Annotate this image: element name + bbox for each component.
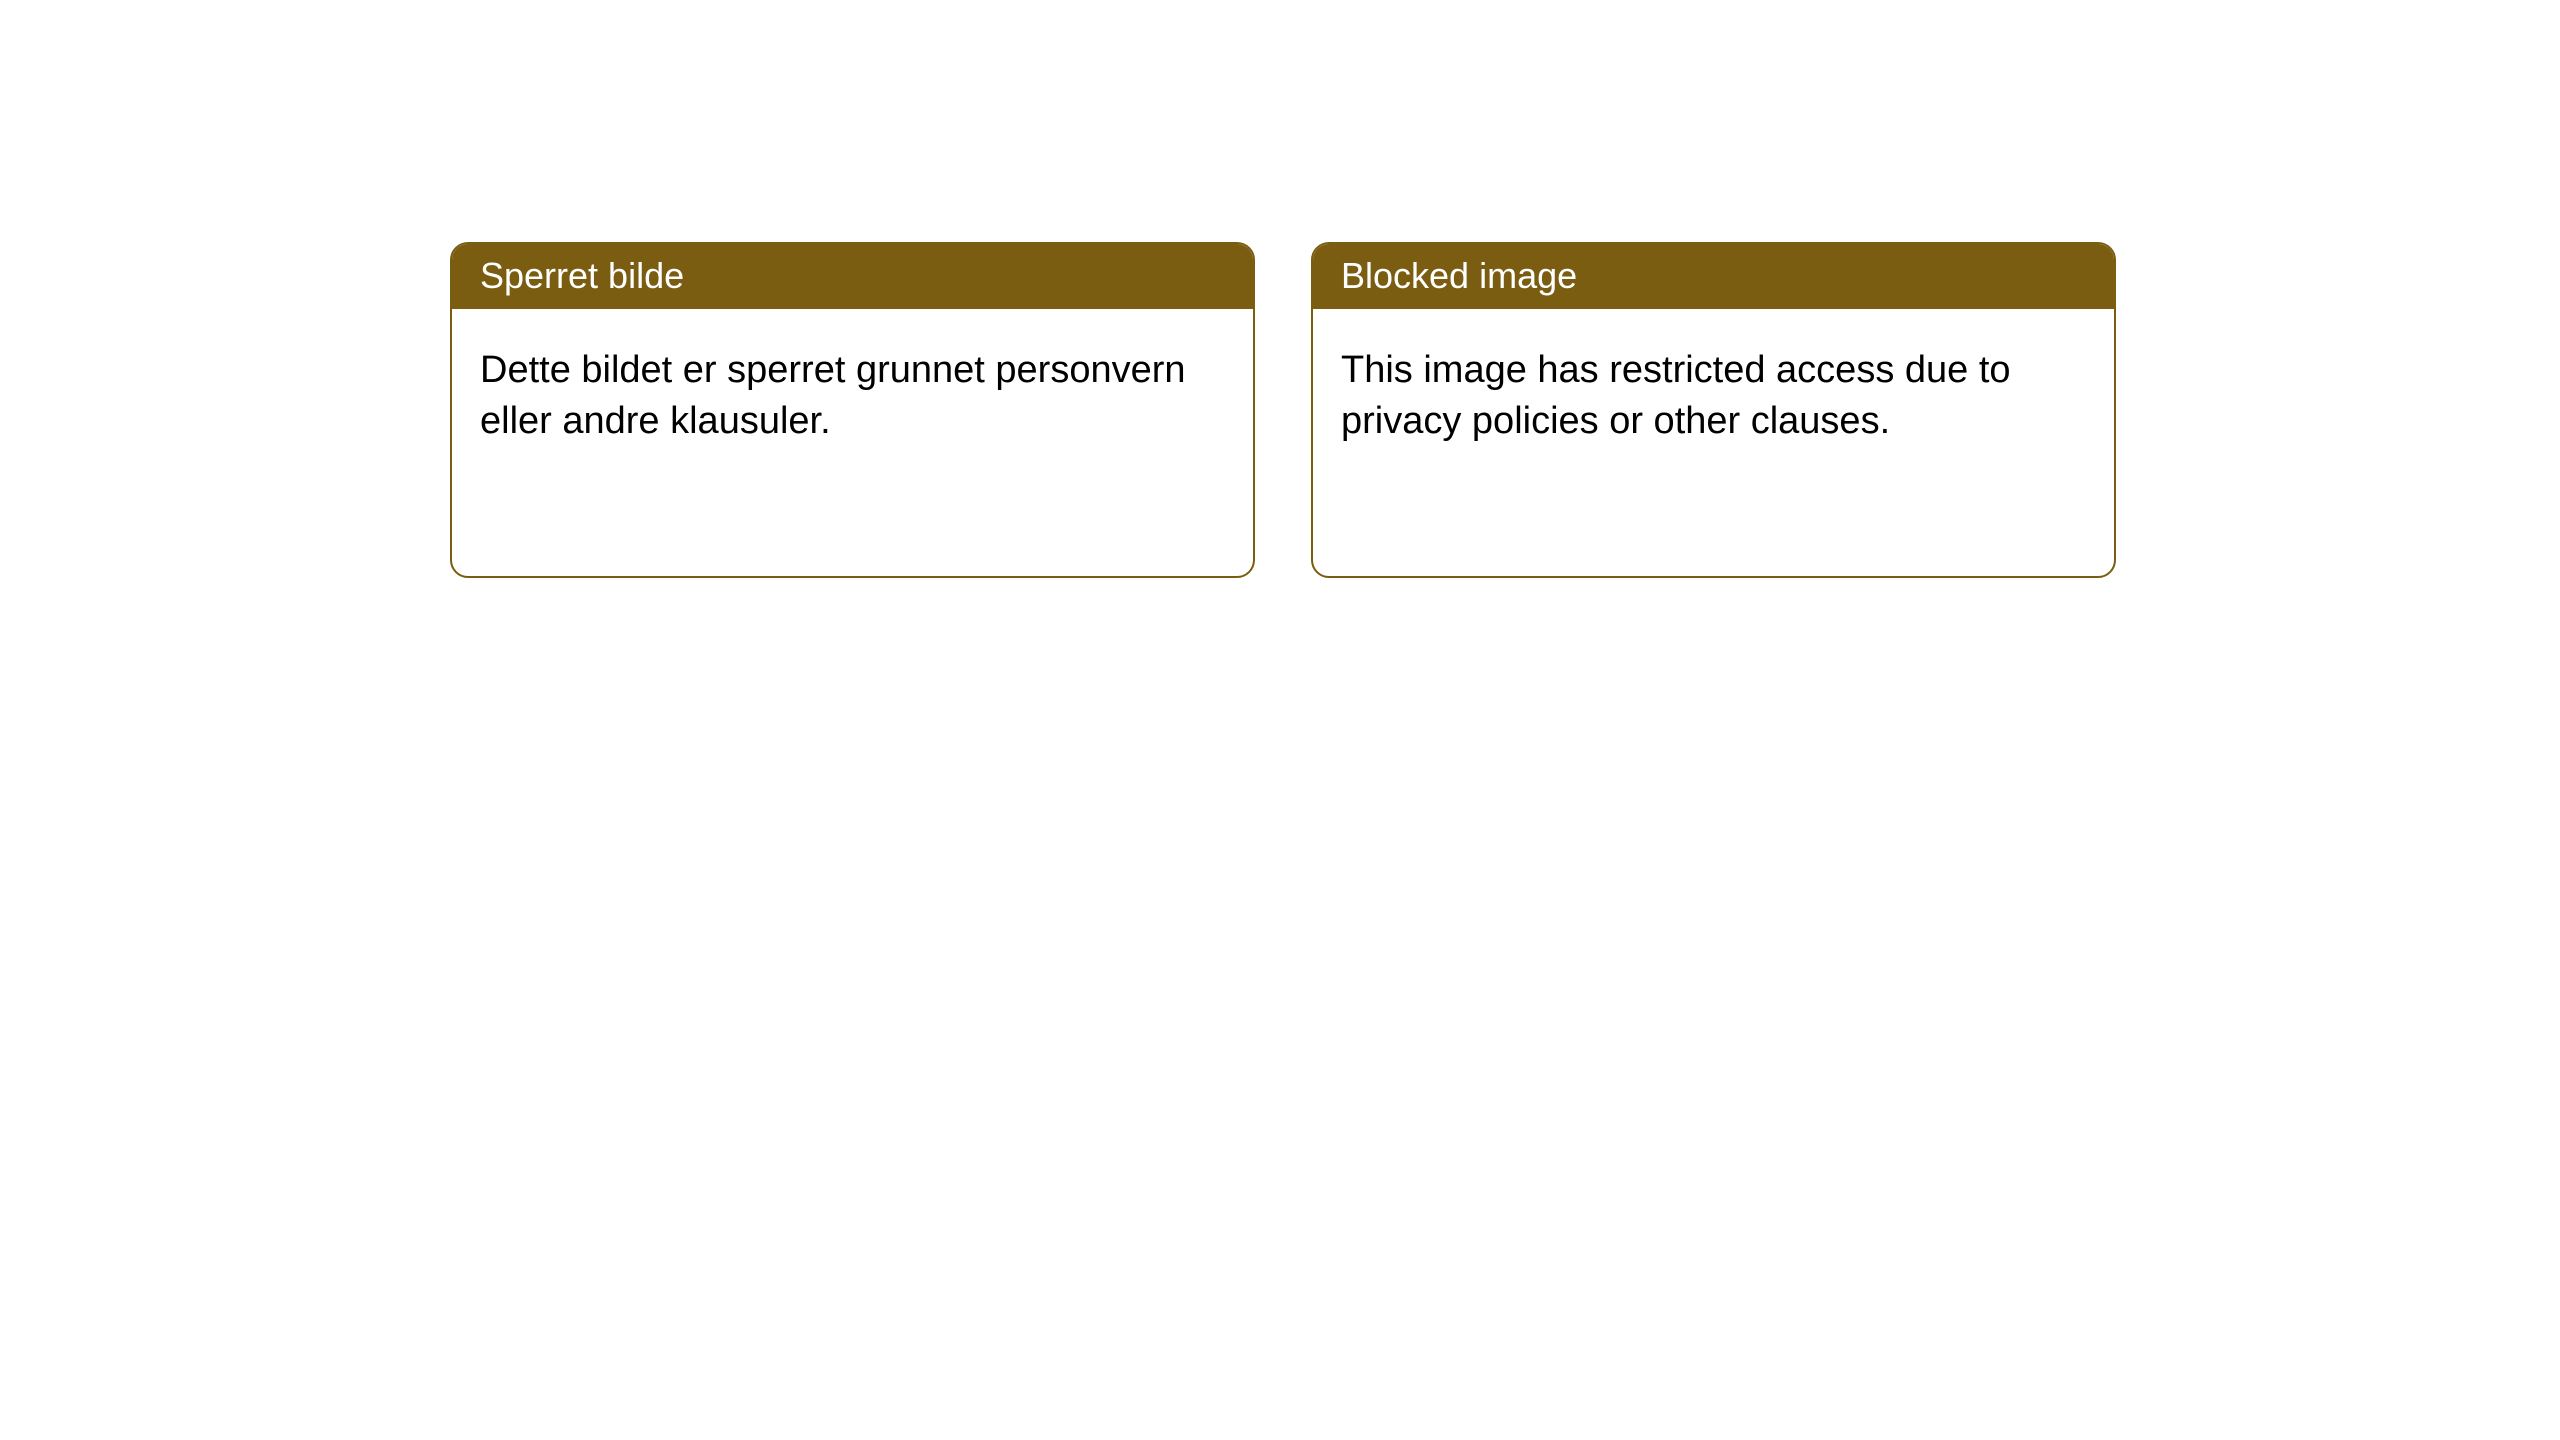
card-container: Sperret bilde Dette bildet er sperret gr…	[0, 0, 2560, 578]
card-title-no: Sperret bilde	[452, 244, 1253, 309]
blocked-image-card-en: Blocked image This image has restricted …	[1311, 242, 2116, 578]
card-body-no: Dette bildet er sperret grunnet personve…	[452, 309, 1253, 484]
blocked-image-card-no: Sperret bilde Dette bildet er sperret gr…	[450, 242, 1255, 578]
card-body-en: This image has restricted access due to …	[1313, 309, 2114, 484]
card-title-en: Blocked image	[1313, 244, 2114, 309]
